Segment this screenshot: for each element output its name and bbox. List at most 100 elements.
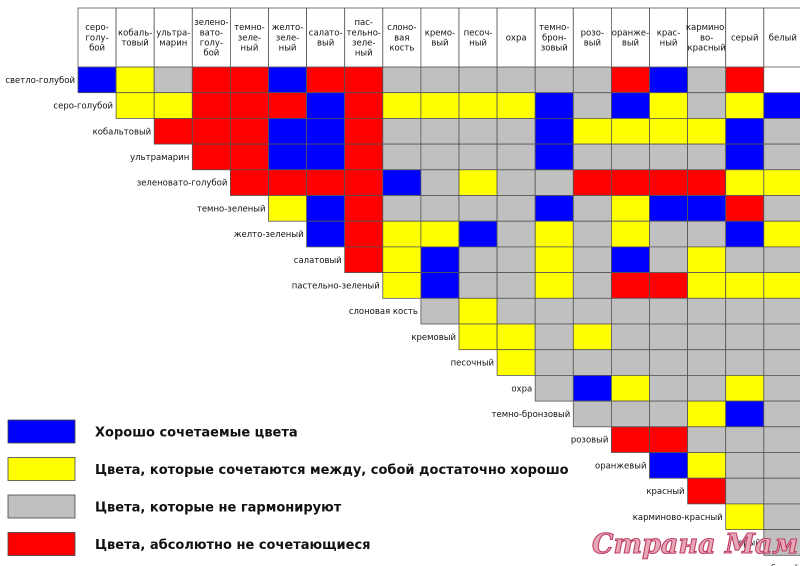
column-header-label: зовый — [541, 44, 568, 54]
matrix-cell-bad — [572, 195, 612, 222]
matrix-cells — [77, 66, 800, 556]
matrix-cell-good — [306, 143, 346, 171]
legend-label: Хорошо сочетаемые цвета — [95, 426, 298, 441]
matrix-cell-bad — [534, 297, 574, 325]
column-header-label: товый — [121, 39, 148, 49]
matrix-cell-good — [534, 195, 574, 222]
column-header-label: кармино- — [686, 23, 728, 33]
matrix-cell-bad — [611, 349, 650, 376]
matrix-cell-good — [572, 374, 612, 402]
legend-swatch-ok — [7, 457, 76, 481]
matrix-cell-never — [268, 92, 307, 119]
matrix-cell-bad — [611, 143, 650, 171]
matrix-cell-bad — [572, 349, 612, 376]
matrix-cell-good — [611, 92, 650, 119]
matrix-cell-ok — [268, 195, 307, 222]
matrix-cell-bad — [649, 246, 688, 273]
matrix-cell-never — [306, 169, 346, 196]
matrix-cell-never — [229, 143, 269, 171]
matrix-cell-bad — [725, 452, 765, 479]
matrix-cell-ok — [763, 272, 800, 299]
watermark-logo: Страна Мам . ру — [592, 529, 800, 560]
matrix-cell-never — [649, 272, 688, 299]
row-label: розовый — [571, 436, 609, 446]
matrix-cell-bad — [763, 529, 800, 556]
matrix-cell-bad — [458, 246, 498, 273]
column-header-label: зеле- — [352, 39, 375, 49]
column-header-cell — [458, 7, 498, 68]
matrix-cell-ok — [458, 323, 498, 351]
matrix-cell-good — [725, 143, 765, 171]
matrix-cell-bad — [496, 169, 536, 196]
matrix-cell-never — [649, 169, 688, 196]
matrix-cell-bad — [611, 323, 650, 351]
matrix-cell-ok — [382, 220, 422, 248]
legend-label: Цвета, абсолютно не сочетающиеся — [95, 538, 371, 553]
matrix-cell-bad — [687, 323, 727, 351]
matrix-cell-bad — [496, 297, 536, 325]
matrix-cell-good — [649, 452, 688, 479]
matrix-cell-bad — [572, 92, 612, 119]
column-header-label: вый — [431, 39, 448, 49]
row-label: темно-бронзовый — [492, 410, 571, 420]
legend-swatch-never — [7, 532, 76, 556]
column-header-label: серый — [731, 33, 759, 43]
column-header-label: брон- — [542, 33, 566, 43]
matrix-cell-bad — [496, 195, 536, 222]
column-header-cell — [268, 7, 307, 68]
column-header-label: ный — [279, 44, 297, 54]
matrix-cell-ok — [611, 374, 650, 402]
matrix-cell-bad — [420, 169, 460, 196]
column-header-cell — [229, 7, 269, 68]
matrix-cell-ok — [382, 272, 422, 299]
matrix-cell-bad — [687, 426, 727, 453]
matrix-cell-good — [77, 66, 117, 94]
matrix-cell-bad — [458, 272, 498, 299]
matrix-cell-bad — [725, 426, 765, 453]
matrix-cell-ok — [725, 374, 765, 402]
matrix-cell-never — [344, 118, 384, 145]
matrix-cell-bad — [534, 169, 574, 196]
matrix-cell-ok — [382, 92, 422, 119]
matrix-cell-never — [191, 66, 231, 94]
matrix-cell-ok — [687, 246, 727, 273]
matrix-cell-ok — [382, 246, 422, 273]
column-header-label: вато- — [200, 28, 223, 38]
matrix-cell-ok — [420, 92, 460, 119]
matrix-cell-never — [344, 143, 384, 171]
row-label: ультрамарин — [130, 153, 189, 163]
matrix-cell-ok — [115, 92, 155, 119]
column-header-label: кремо- — [425, 28, 455, 38]
column-header-label: во- — [700, 33, 713, 43]
column-header-label: бой — [203, 49, 219, 59]
matrix-cell-bad — [763, 477, 800, 505]
matrix-cell-ok — [725, 503, 765, 530]
matrix-cell-good — [649, 66, 688, 94]
matrix-cell-never — [344, 169, 384, 196]
matrix-cell-bad — [420, 66, 460, 94]
matrix-cell-good — [534, 143, 574, 171]
matrix-cell-good — [382, 169, 422, 196]
column-header-label: салато- — [309, 28, 343, 38]
matrix-cell-ok — [496, 92, 536, 119]
matrix-cell-bad — [496, 220, 536, 248]
matrix-cell-bad — [725, 477, 765, 505]
column-header-cell — [420, 7, 460, 68]
column-header-label: белый — [769, 33, 797, 43]
matrix-cell-bad — [687, 92, 727, 119]
matrix-cell-ok — [458, 92, 498, 119]
matrix-cell-bad — [458, 118, 498, 145]
legend-swatch-bad — [7, 494, 76, 519]
matrix-cell-bad — [496, 143, 536, 171]
row-label: белый — [771, 564, 799, 566]
matrix-cell-good — [725, 400, 765, 428]
row-label: слоновая кость — [349, 307, 418, 317]
matrix-cell-bad — [382, 66, 422, 94]
matrix-cell-never — [611, 169, 650, 196]
matrix-cell-bad — [763, 323, 800, 351]
matrix-cell-good — [534, 118, 574, 145]
row-label: зеленовато-голубой — [137, 179, 228, 189]
matrix-cell-bad — [763, 143, 800, 171]
column-header-label: песоч- — [464, 28, 493, 38]
